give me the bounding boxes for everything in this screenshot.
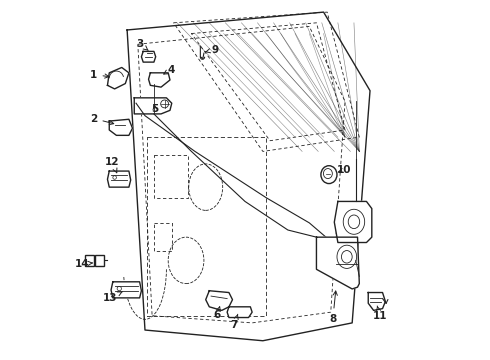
Polygon shape	[148, 73, 170, 87]
FancyBboxPatch shape	[85, 255, 94, 266]
Polygon shape	[317, 237, 359, 289]
Text: 11: 11	[373, 306, 387, 321]
Polygon shape	[107, 171, 131, 187]
Text: 4: 4	[164, 65, 174, 75]
Text: 12: 12	[105, 157, 120, 173]
Text: 2: 2	[90, 113, 114, 125]
Polygon shape	[109, 119, 132, 135]
Polygon shape	[334, 202, 372, 243]
Polygon shape	[107, 67, 129, 89]
Text: 6: 6	[214, 307, 221, 320]
Text: 14: 14	[74, 259, 92, 269]
Text: 9: 9	[205, 45, 218, 55]
Polygon shape	[368, 293, 386, 310]
Polygon shape	[227, 307, 252, 318]
Text: 7: 7	[231, 314, 238, 330]
Text: 13: 13	[103, 292, 122, 303]
Polygon shape	[206, 291, 232, 310]
Text: 5: 5	[151, 104, 159, 113]
Text: 1: 1	[90, 69, 109, 80]
Text: 8: 8	[329, 291, 337, 324]
Text: 3: 3	[136, 39, 148, 50]
Polygon shape	[111, 282, 142, 298]
FancyBboxPatch shape	[95, 255, 104, 266]
Polygon shape	[142, 51, 156, 62]
Polygon shape	[134, 98, 172, 114]
Text: 10: 10	[337, 165, 351, 175]
